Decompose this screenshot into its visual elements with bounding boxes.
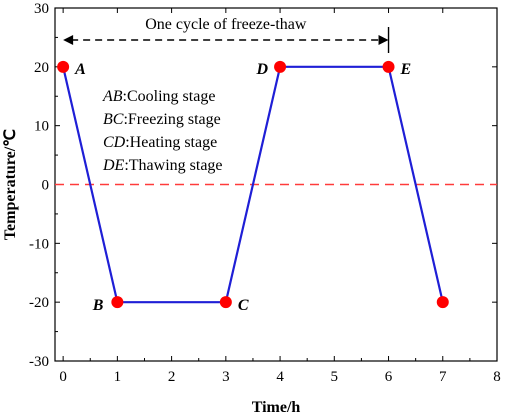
point-label: D (256, 61, 269, 78)
point-label: A (74, 61, 86, 78)
x-axis-title: Time/h (252, 399, 301, 416)
cycle-arrow-head-right (378, 35, 389, 45)
stage-legend-item: BC:Freezing stage (103, 111, 221, 128)
stage-legend-item: CD:Heating stage (103, 134, 217, 151)
y-tick-label: -20 (29, 295, 49, 311)
stage-legend-item: DE:Thawing stage (102, 157, 223, 174)
x-tick-label: 8 (493, 369, 501, 385)
stage-legend-item: AB:Cooling stage (102, 88, 215, 105)
point-label: C (238, 297, 249, 314)
data-point (111, 296, 124, 309)
y-tick-label: -30 (29, 354, 49, 370)
y-tick-label: 10 (34, 119, 49, 135)
y-tick-label: 0 (42, 178, 50, 194)
cycle-annotation-text: One cycle of freeze-thaw (145, 16, 307, 33)
x-tick-label: 1 (114, 369, 122, 385)
y-tick-label: 30 (34, 1, 49, 17)
point-label: E (400, 61, 412, 78)
data-point (219, 296, 232, 309)
cycle-arrow-head-left (63, 35, 74, 45)
y-tick-label: 20 (34, 60, 49, 76)
point-label: B (92, 297, 104, 314)
x-tick-label: 5 (331, 369, 339, 385)
x-tick-label: 7 (439, 369, 447, 385)
x-tick-label: 4 (276, 369, 284, 385)
x-tick-label: 0 (59, 369, 67, 385)
y-tick-label: -10 (29, 236, 49, 252)
y-axis-title: Temperature/℃ (2, 129, 19, 240)
x-tick-label: 3 (222, 369, 230, 385)
data-point (436, 296, 449, 309)
x-tick-label: 2 (168, 369, 176, 385)
x-tick-label: 6 (385, 369, 393, 385)
data-point (57, 60, 70, 73)
plot-area: 0 1 2 3 4 5 6 7 8 -30 -20 -10 0 10 20 30 Time/h Temperatu… (2, 1, 501, 416)
temperature-series-line (62, 65, 444, 304)
data-point (382, 60, 395, 73)
data-point (274, 60, 287, 73)
